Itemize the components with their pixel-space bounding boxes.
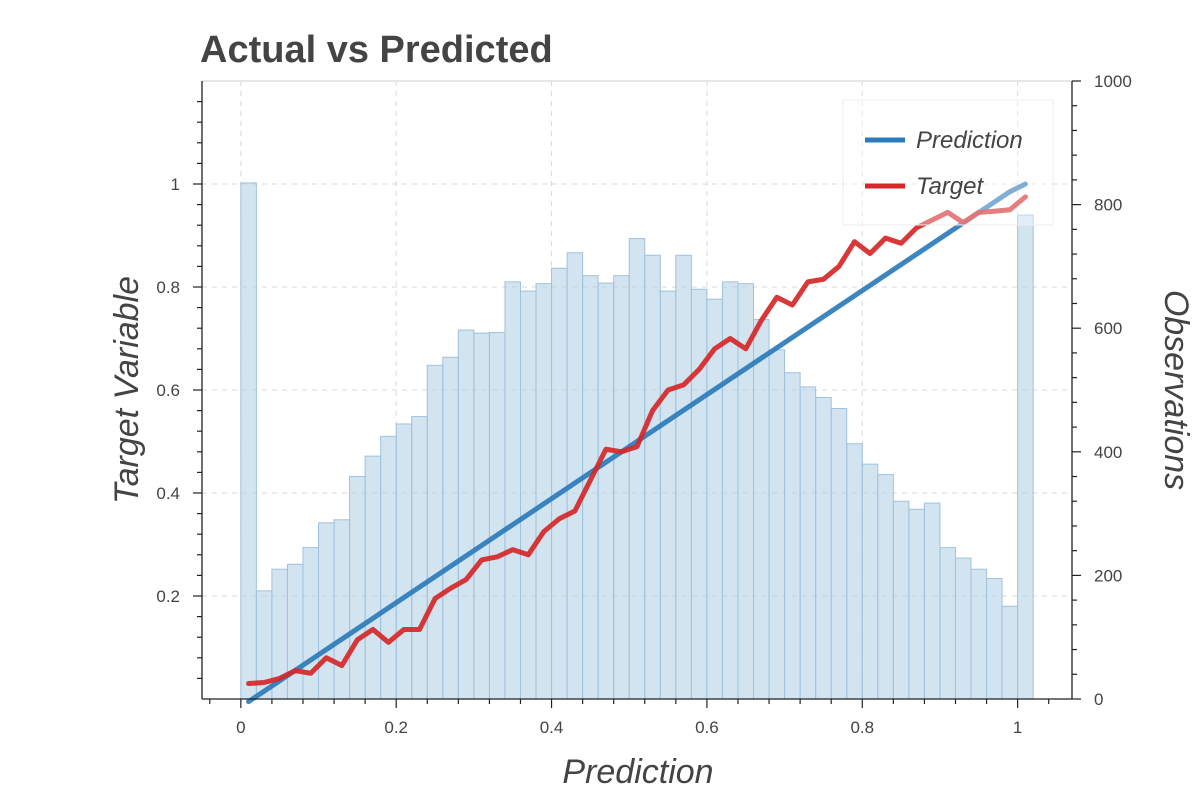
- histogram-bar: [457, 329, 475, 700]
- histogram-bar: [519, 290, 537, 700]
- histogram-bar: [488, 332, 506, 700]
- y2-axis-label: Observations: [1157, 290, 1195, 490]
- histogram-bar: [302, 547, 320, 700]
- x-tick-label: 1: [1013, 718, 1022, 737]
- y-tick-label: 0.2: [156, 587, 180, 606]
- histogram-bar: [644, 254, 661, 700]
- histogram-bar: [411, 416, 428, 700]
- y2-tick-label: 0: [1094, 690, 1103, 709]
- histogram-bar: [1017, 214, 1034, 700]
- chart-title: Actual vs Predicted: [200, 29, 553, 71]
- histogram-bar: [954, 557, 972, 700]
- histogram-bar: [815, 396, 832, 700]
- histogram-bar: [892, 500, 910, 700]
- series-line-prediction: [246, 181, 1028, 705]
- histogram-bar: [908, 508, 925, 700]
- legend: Prediction Target: [842, 99, 1054, 226]
- histogram-bar: [939, 547, 956, 700]
- histogram-bar: [349, 476, 366, 700]
- histogram-bar: [286, 563, 304, 700]
- tick-labels: 0 0.2 0.4 0.6 0.8 1 0.2 0.4 0.6 0.8 1 0 200 400 600 800…: [156, 72, 1131, 737]
- histogram-bar: [784, 372, 801, 700]
- histogram-bar: [628, 238, 646, 700]
- histogram-bar: [753, 319, 770, 700]
- x-tick-label: 0: [236, 718, 245, 737]
- histogram-bar: [535, 283, 553, 700]
- histogram-bar: [504, 281, 521, 700]
- histogram-bar: [551, 267, 568, 700]
- histogram-bar: [690, 288, 708, 700]
- histogram-bar: [923, 502, 941, 700]
- histogram-bar: [986, 577, 1003, 700]
- y2-tick-label: 200: [1094, 566, 1122, 585]
- histogram-bar: [442, 356, 459, 700]
- legend-label-target: Target: [916, 173, 984, 200]
- histogram-bar: [566, 252, 584, 700]
- x-tick-label: 0.8: [850, 718, 874, 737]
- histogram-bar: [877, 474, 894, 700]
- histogram-bar: [395, 423, 413, 700]
- histogram-bar: [799, 386, 817, 700]
- histogram-bar: [473, 332, 490, 700]
- histogram-bar: [364, 455, 382, 700]
- histogram-bar: [613, 275, 630, 700]
- histogram-bar: [426, 364, 444, 700]
- axes: [193, 80, 1081, 708]
- x-tick-label: 0.4: [540, 718, 564, 737]
- histogram-bar: [597, 282, 615, 700]
- histogram-bar: [333, 519, 351, 700]
- histogram-bar: [846, 443, 863, 700]
- y-tick-label: 0.4: [156, 484, 180, 503]
- x-tick-label: 0.6: [695, 718, 719, 737]
- series-line-target: [246, 194, 1028, 687]
- histogram-bar: [1001, 605, 1019, 700]
- histogram-bar: [659, 290, 677, 700]
- y-tick-label: 1: [171, 175, 180, 194]
- series-lines: [246, 181, 1028, 705]
- x-axis-label: Prediction: [562, 753, 713, 791]
- histogram-bar: [675, 254, 692, 700]
- histogram-bar: [830, 408, 848, 700]
- histogram-bar: [380, 435, 397, 700]
- y2-tick-label: 400: [1094, 443, 1122, 462]
- x-tick-label: 0.2: [384, 718, 408, 737]
- y-tick-label: 0.6: [156, 381, 180, 400]
- y2-tick-label: 600: [1094, 319, 1122, 338]
- legend-box: [842, 99, 1054, 226]
- histogram-bar: [970, 568, 988, 700]
- histogram-bar: [240, 182, 257, 700]
- y-tick-label: 0.8: [156, 278, 180, 297]
- y2-tick-label: 800: [1094, 196, 1122, 215]
- y-axis-label: Target Variable: [108, 276, 146, 504]
- histogram-bar: [318, 522, 335, 700]
- histogram-bar: [768, 349, 786, 700]
- y2-tick-label: 1000: [1094, 72, 1132, 91]
- histogram-bar: [861, 463, 879, 700]
- legend-label-prediction: Prediction: [916, 127, 1023, 154]
